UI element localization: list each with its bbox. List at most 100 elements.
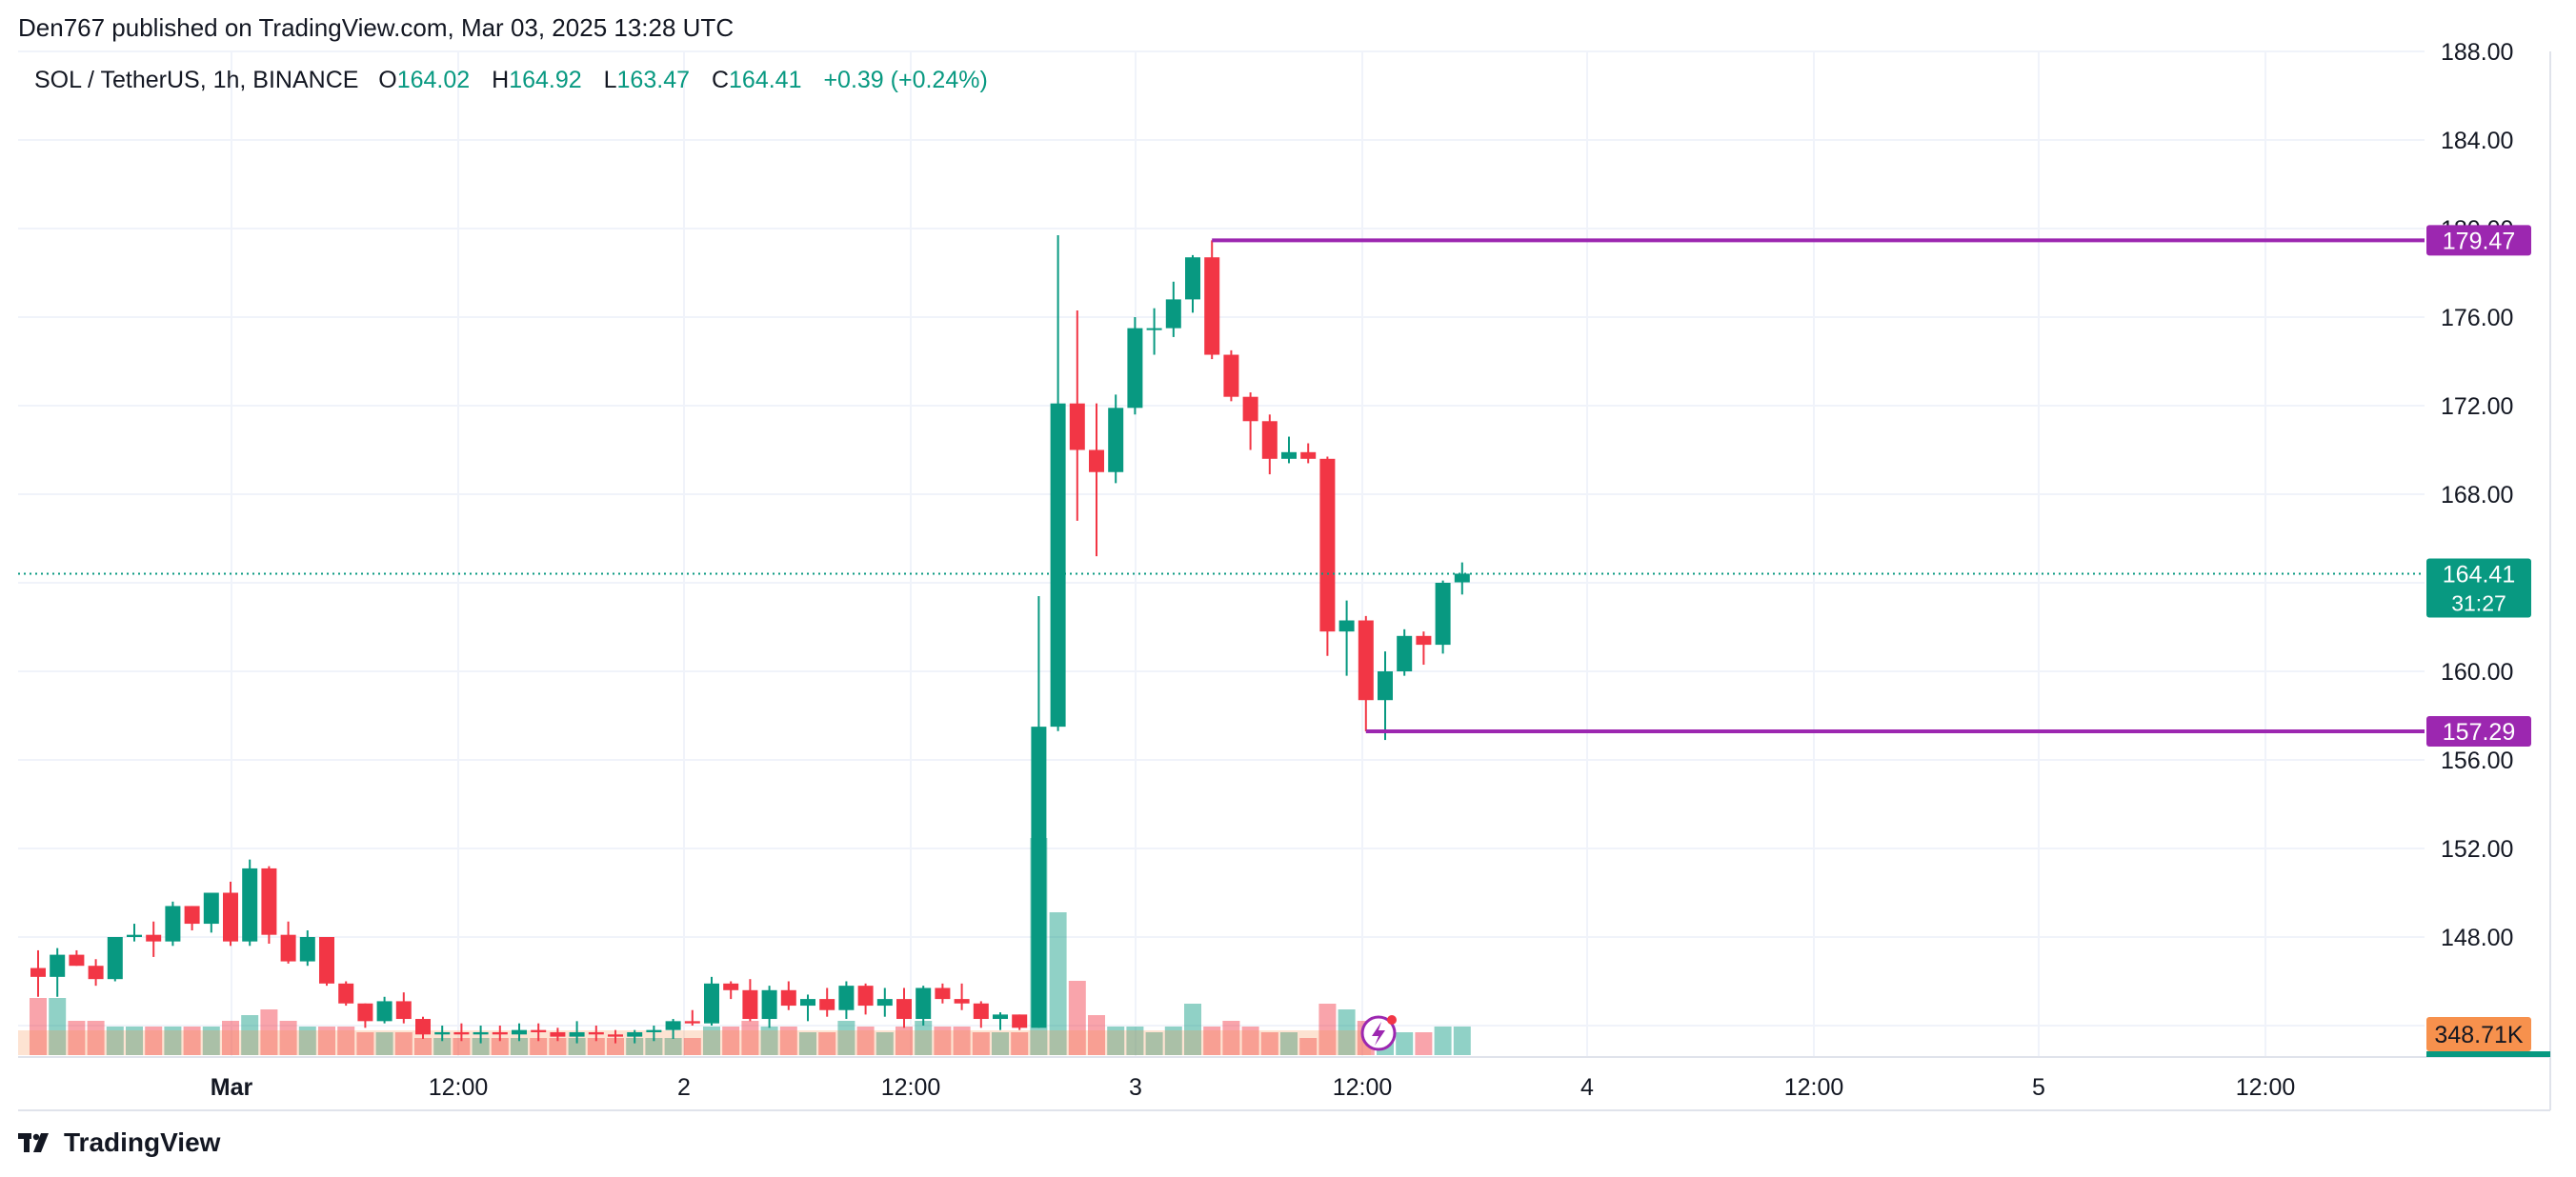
- support-price-label: 157.29: [2443, 719, 2515, 746]
- volume-bar: [87, 1021, 105, 1055]
- candle-body: [1165, 299, 1181, 329]
- volume-bar: [106, 1027, 124, 1055]
- brand-name[interactable]: TradingView: [64, 1127, 221, 1157]
- candle-body: [1069, 403, 1085, 450]
- volume-bar: [279, 1021, 297, 1055]
- volume-bar: [394, 1032, 413, 1055]
- x-tick-label: 2: [677, 1074, 691, 1101]
- candle-body: [896, 999, 912, 1020]
- support-badge: [2426, 716, 2531, 748]
- volume-bar: [1164, 1027, 1182, 1055]
- volume-bar: [126, 1027, 143, 1055]
- volume-bar: [453, 1038, 471, 1055]
- volume-bar: [703, 1027, 720, 1055]
- candle-body: [1319, 458, 1336, 632]
- candle-body: [550, 1031, 566, 1037]
- volume-bar: [875, 1032, 894, 1055]
- candle-body: [165, 906, 181, 942]
- candle-body: [1127, 328, 1143, 409]
- volume-bar: [1453, 1027, 1471, 1055]
- candle-body: [88, 966, 104, 980]
- candle-body: [1435, 583, 1451, 646]
- volume-bar: [1203, 1027, 1221, 1055]
- volume-bar: [934, 1027, 952, 1055]
- candle-body: [993, 1014, 1008, 1020]
- candle-body: [684, 1021, 700, 1024]
- open-value: 164.02: [396, 67, 471, 93]
- y-tick-label: 148.00: [2441, 925, 2513, 951]
- x-tick-label: 3: [1129, 1074, 1142, 1101]
- volume-bar: [1107, 1027, 1125, 1055]
- candle-body: [1358, 620, 1374, 701]
- close-label: C: [711, 67, 730, 93]
- candle-body: [299, 937, 315, 962]
- candles: [30, 234, 1470, 1044]
- open-label: O: [378, 67, 397, 93]
- x-tick-label: 5: [2032, 1074, 2045, 1101]
- volume-bar: [645, 1038, 663, 1055]
- y-tick-label: 160.00: [2441, 659, 2513, 686]
- volume-bar: [915, 1021, 933, 1055]
- lightning-icon[interactable]: [1360, 1015, 1397, 1051]
- volume-bar: [356, 1032, 374, 1055]
- candle-body: [280, 934, 296, 962]
- volume-bar: [568, 1038, 586, 1055]
- volume-bar: [298, 1027, 316, 1055]
- last-price-label: 164.41: [2443, 561, 2515, 588]
- high-label: H: [492, 67, 510, 93]
- ohlc-legend: SOL / TetherUS, 1h, BINANCE O164.02 H164…: [34, 67, 1003, 94]
- candle-body: [973, 1003, 989, 1020]
- volume-bar: [799, 1032, 816, 1055]
- candle-body: [1454, 573, 1470, 583]
- candle-body: [395, 1001, 412, 1020]
- volume-bar: [1434, 1027, 1452, 1055]
- countdown-label: 31:27: [2451, 590, 2506, 615]
- candle-body: [127, 934, 142, 937]
- volume-bar: [837, 1021, 855, 1055]
- low-label: L: [603, 67, 617, 93]
- candle-body: [107, 937, 123, 980]
- candle-body: [338, 983, 354, 1004]
- volume-bars: [18, 838, 1471, 1055]
- volume-bar: [760, 1027, 778, 1055]
- lightning-icon-bolt: [1372, 1022, 1385, 1046]
- candle-body: [1261, 421, 1278, 459]
- volume-bar: [1145, 1032, 1163, 1055]
- volume-bar: [222, 1021, 239, 1055]
- volume-bar: [1415, 1032, 1433, 1055]
- candle-body: [69, 954, 85, 967]
- symbol-label[interactable]: SOL / TetherUS, 1h, BINANCE: [34, 67, 359, 93]
- candle-body: [588, 1031, 604, 1035]
- footer: TradingView: [18, 1127, 220, 1158]
- volume-bar: [1222, 1021, 1240, 1055]
- candle-body: [800, 999, 815, 1007]
- candle-body: [531, 1029, 547, 1032]
- candle-body: [1300, 451, 1317, 459]
- publisher-caption: Den767 published on TradingView.com, Mar…: [18, 13, 735, 42]
- tradingview-logo-icon: [18, 1133, 49, 1152]
- volume-bar: [68, 1021, 86, 1055]
- x-tick-label: 12:00: [1784, 1074, 1844, 1101]
- volume-value-label: 348.71K: [2434, 1022, 2523, 1048]
- candle-body: [223, 892, 238, 942]
- volume-bar: [1280, 1032, 1298, 1055]
- volume-bar: [145, 1027, 163, 1055]
- candle-body: [376, 1001, 392, 1022]
- volume-bar: [626, 1038, 644, 1055]
- y-tick-label: 184.00: [2441, 128, 2513, 154]
- volume-bar: [549, 1038, 567, 1055]
- last-price-badge: [2426, 558, 2531, 618]
- candle-body: [876, 999, 893, 1007]
- candle-body: [261, 868, 277, 935]
- candle-body: [1416, 635, 1432, 646]
- volume-bar: [433, 1038, 452, 1055]
- x-tick-label: 12:00: [429, 1074, 489, 1101]
- volume-bar: [375, 1032, 393, 1055]
- volume-bar: [896, 1027, 913, 1055]
- volume-bar: [1338, 1009, 1356, 1055]
- volume-bar: [337, 1027, 355, 1055]
- y-tick-label: 156.00: [2441, 748, 2513, 774]
- candle-body: [1281, 451, 1297, 459]
- candle-body: [1223, 354, 1239, 397]
